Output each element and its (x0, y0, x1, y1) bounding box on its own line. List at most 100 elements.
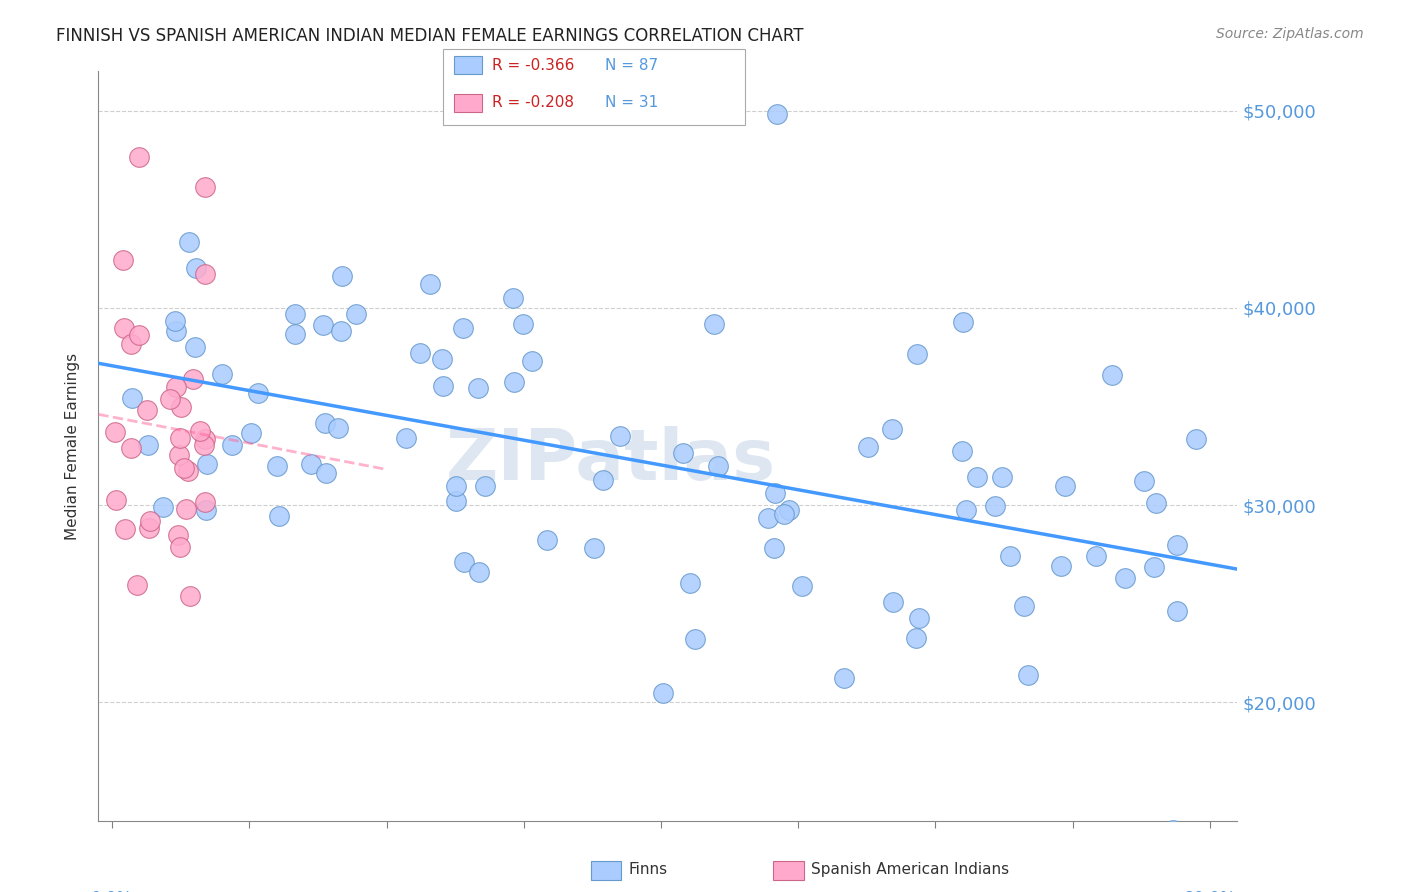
Point (1161, 823, 1184, 838)
Point (882, 595, 904, 609)
Point (520, 353, 543, 368)
Point (451, 321, 474, 335)
Point (1133, 475, 1156, 489)
Point (395, 431, 418, 445)
Point (908, 611, 931, 625)
Point (1017, 667, 1039, 681)
Point (984, 499, 1007, 513)
Point (174, 501, 197, 516)
Point (169, 431, 191, 445)
Point (991, 470, 1014, 484)
Point (1184, 432, 1206, 446)
Point (195, 503, 218, 517)
Point (184, 340, 207, 354)
Point (136, 438, 159, 452)
Point (467, 565, 489, 579)
Point (703, 317, 725, 331)
Point (328, 420, 350, 434)
Text: Spanish American Indians: Spanish American Indians (811, 863, 1010, 877)
Text: 80.0%: 80.0% (1184, 889, 1236, 892)
Point (170, 400, 193, 414)
Point (194, 179, 217, 194)
Point (707, 459, 730, 474)
Point (186, 260, 208, 275)
Point (312, 318, 335, 333)
Point (474, 478, 496, 492)
Point (112, 320, 135, 334)
Point (195, 457, 218, 471)
Point (672, 446, 695, 460)
Y-axis label: Median Female Earnings: Median Female Earnings (65, 352, 80, 540)
Point (127, 578, 149, 592)
Point (773, 508, 796, 522)
Point (330, 324, 353, 338)
Text: Source: ZipAtlas.com: Source: ZipAtlas.com (1216, 27, 1364, 41)
Point (194, 494, 217, 508)
Point (247, 385, 270, 400)
Point (683, 632, 706, 646)
Point (169, 540, 191, 554)
Point (1012, 599, 1035, 614)
Point (152, 500, 174, 515)
Point (409, 345, 432, 359)
Point (120, 441, 142, 455)
Point (678, 575, 700, 590)
Point (120, 337, 142, 351)
Point (179, 589, 201, 603)
Point (536, 533, 558, 547)
Point (453, 555, 475, 569)
Point (998, 549, 1021, 564)
Text: FINNISH VS SPANISH AMERICAN INDIAN MEDIAN FEMALE EARNINGS CORRELATION CHART: FINNISH VS SPANISH AMERICAN INDIAN MEDIA… (56, 27, 804, 45)
Point (299, 457, 322, 471)
Point (121, 392, 143, 406)
Point (194, 267, 217, 281)
Point (1166, 538, 1188, 552)
Point (756, 511, 779, 525)
Point (167, 448, 190, 462)
Point (330, 269, 353, 284)
Point (176, 464, 198, 478)
Point (193, 438, 215, 452)
Point (344, 308, 367, 322)
Point (651, 685, 673, 699)
Point (314, 416, 336, 430)
Point (609, 429, 631, 443)
Point (905, 632, 928, 646)
Point (136, 402, 159, 417)
Text: R = -0.366: R = -0.366 (492, 58, 575, 72)
Point (211, 367, 233, 381)
Point (112, 253, 135, 268)
Point (240, 425, 263, 440)
Point (856, 440, 879, 454)
Point (188, 424, 211, 438)
Point (284, 326, 307, 341)
Point (502, 291, 524, 305)
Point (266, 458, 288, 473)
Point (905, 346, 928, 360)
Point (832, 671, 855, 685)
Point (1144, 496, 1167, 510)
Point (104, 492, 127, 507)
Point (159, 392, 181, 406)
Point (181, 372, 204, 386)
Text: N = 31: N = 31 (605, 95, 658, 110)
Point (952, 315, 974, 329)
Point (1114, 571, 1136, 585)
Point (955, 503, 977, 517)
Point (139, 514, 162, 528)
Point (766, 107, 789, 121)
Text: 0.0%: 0.0% (91, 889, 134, 892)
Point (1101, 368, 1123, 382)
Point (315, 466, 337, 480)
Point (165, 380, 187, 394)
Point (950, 443, 973, 458)
Point (763, 486, 786, 500)
Point (114, 522, 136, 536)
Point (1053, 479, 1076, 493)
Point (512, 317, 534, 331)
Point (128, 327, 150, 342)
Point (966, 470, 988, 484)
Point (762, 541, 785, 555)
Point (138, 521, 160, 535)
Point (194, 432, 217, 446)
